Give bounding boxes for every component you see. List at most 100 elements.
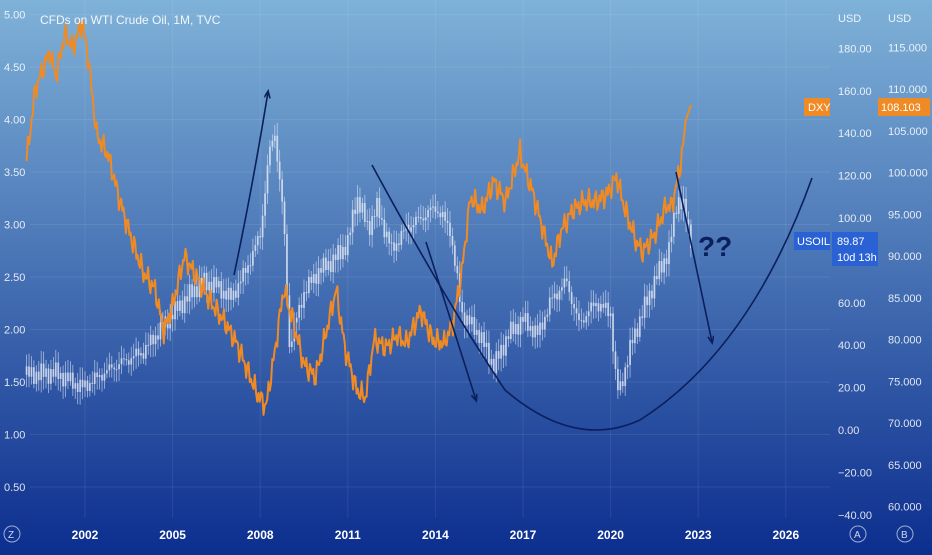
usoil-candle-body (371, 216, 374, 235)
usoil-candle-body (59, 372, 62, 379)
usoil-candle-body (502, 344, 505, 356)
usoil-candle-body (135, 348, 137, 357)
left-tick-label: 4.00 (4, 115, 25, 127)
usoil-candle-body (541, 322, 544, 330)
corner-left-button[interactable] (3, 525, 21, 543)
usoil-candle-body (205, 272, 208, 291)
usoil-candle-body (604, 302, 607, 308)
usoil-candle-body (108, 364, 111, 371)
down-arrow-1 (425, 241, 476, 400)
usoil-candle-body (439, 213, 442, 217)
usoil-candle-body (646, 296, 648, 306)
usoil-candle-body (509, 321, 512, 340)
usoil-candle-body (636, 328, 639, 337)
mid-tick-label: 180.00 (838, 43, 872, 55)
left-tick-label: 1.50 (4, 377, 25, 389)
usoil-candle-body (130, 358, 133, 365)
right-axis-unit: USD (888, 13, 911, 25)
usoil-candle-body (429, 207, 432, 211)
usoil-candle-body (578, 313, 580, 321)
usoil-candle-body (651, 290, 653, 299)
usoil-candle-body (597, 303, 600, 312)
usoil-candle-body (665, 258, 668, 265)
usoil-candle-body (617, 368, 619, 391)
usoil-candle-body (546, 314, 549, 317)
usoil-candle-body (629, 339, 631, 365)
usoil-candle-body (188, 284, 191, 302)
usoil-candle-body (507, 336, 510, 340)
usoil-candle-body (154, 335, 157, 345)
corner-right-button[interactable] (896, 525, 914, 543)
usoil-candle-body (113, 367, 116, 370)
usoil-countdown: 10d 13h (837, 252, 877, 264)
usoil-candle-body (687, 219, 690, 225)
usoil-candle-body (342, 246, 344, 260)
x-tick-label: 2023 (685, 528, 712, 542)
mid-tick-label: −20.00 (838, 467, 872, 479)
usoil-candle-body (682, 198, 685, 210)
usoil-candle-body (424, 217, 427, 221)
usoil-candle-body (249, 265, 252, 267)
mid-axis-unit: USD (838, 13, 861, 25)
usoil-candle-body (619, 381, 622, 391)
usoil-candle-body (71, 372, 74, 389)
usoil-candle-body (337, 245, 339, 261)
usoil-candle-body (283, 201, 286, 235)
usoil-candle-body (634, 328, 636, 344)
usoil-candle-body (264, 193, 266, 216)
usoil-candle-body (74, 383, 77, 389)
usoil-candle-body (271, 140, 274, 147)
corner-mid-button[interactable] (849, 525, 867, 543)
usoil-label-box (794, 232, 830, 250)
left-tick-label: 2.50 (4, 272, 25, 284)
usoil-candle-body (512, 321, 515, 335)
usoil-candle-body (303, 292, 305, 308)
usoil-candle-body (281, 179, 283, 202)
usoil-candle-body (383, 219, 386, 238)
usoil-candle-body (140, 353, 142, 356)
left-tick-label: 1.00 (4, 430, 25, 442)
usoil-candle-body (152, 334, 155, 345)
usoil-candle-body (670, 236, 673, 243)
usoil-candle-body (419, 217, 422, 219)
right-axis: 60.000 65.000 70.000 75.000 80.000 85.000 90.0… (888, 42, 928, 513)
usoil-candle-body (35, 371, 38, 384)
usoil-candle-body (225, 290, 228, 300)
left-axis: 0.50 1.00 1.50 2.00 2.50 3.00 3.50 4.00 4.50 5.00 (4, 10, 25, 495)
usoil-candle-body (359, 197, 361, 213)
mid-tick-label: 40.00 (838, 340, 866, 352)
usoil-candle-body (580, 320, 583, 322)
usoil-candle-body (517, 323, 520, 335)
usoil-candle-body (463, 312, 466, 326)
usoil-candle-body (57, 362, 60, 379)
usoil-candle-body (643, 296, 646, 318)
usoil-candle-body (436, 211, 439, 214)
usoil-candle-body (98, 374, 101, 378)
usoil-candle-body (395, 243, 398, 251)
usoil-candle-body (407, 224, 410, 232)
usoil-candle-body (563, 278, 566, 288)
usoil-candle-body (641, 316, 644, 318)
usoil-candle-body (300, 304, 303, 308)
usoil-candle-body (612, 313, 614, 352)
mid-tick-label: 140.00 (838, 128, 872, 140)
usoil-candle-body (54, 362, 57, 377)
usoil-candle-body (247, 265, 249, 273)
usoil-candle-body (288, 295, 291, 347)
usoil-candle-body (590, 302, 593, 312)
usoil-candle-body (344, 246, 347, 256)
usoil-candle-body (230, 287, 232, 300)
x-tick-label: 2020 (597, 528, 624, 542)
usoil-candle-body (558, 290, 561, 300)
usoil-candle-body (86, 380, 89, 391)
usoil-candle-body (480, 332, 483, 344)
usoil-candle-body (529, 326, 532, 331)
usoil-candle-body (142, 353, 145, 359)
usoil-candle-body (402, 230, 405, 232)
usoil-candle-body (79, 379, 82, 393)
usoil-candle-body (514, 323, 517, 335)
usoil-candle-body (531, 326, 534, 338)
usoil-candle-body (295, 317, 298, 323)
